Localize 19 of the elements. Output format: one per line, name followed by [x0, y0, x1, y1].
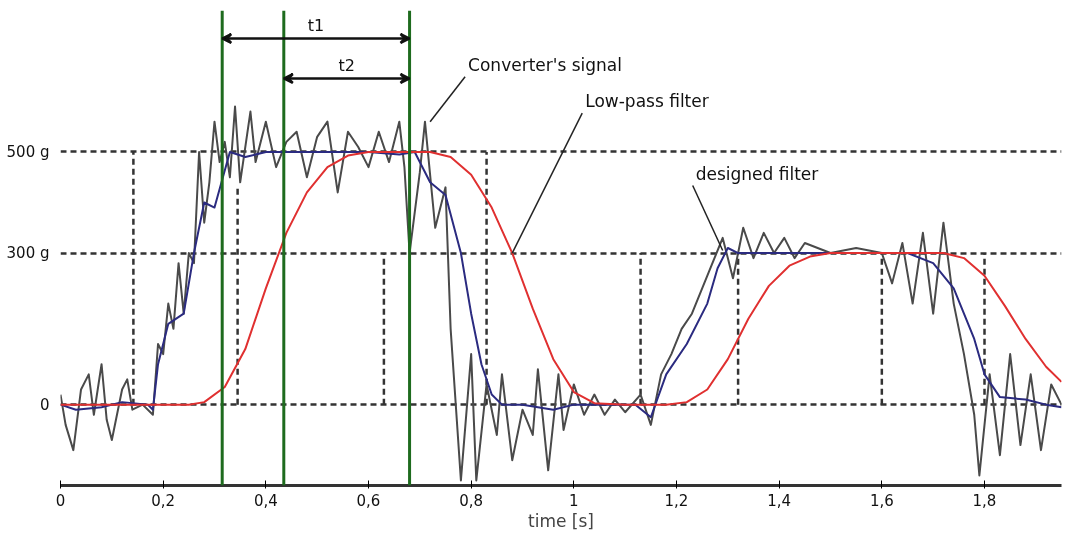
x-axis-title: time [s] — [528, 510, 594, 531]
x-tick-label: 1,8 — [972, 491, 997, 510]
y-tick-label: 300 g — [6, 244, 50, 263]
x-tick-label: 0 — [55, 491, 66, 510]
annotation: designed filter — [695, 163, 819, 184]
x-tick-label: 0,8 — [459, 491, 484, 510]
annotation: t1 — [307, 15, 325, 35]
x-tick-label: 0,6 — [356, 491, 381, 510]
y-tick-label: 0 — [39, 395, 50, 414]
y-tick-label: 500 g — [6, 142, 50, 161]
x-tick-label: 0,4 — [253, 491, 278, 510]
x-tick-label: 1 — [569, 491, 579, 510]
annotation: t2 — [338, 55, 355, 75]
x-tick-label: 0,2 — [151, 491, 176, 510]
x-tick-label: 1,4 — [767, 491, 792, 510]
x-tick-label: 1,6 — [869, 491, 894, 510]
annotation: Converter's signal — [468, 54, 622, 75]
annotation: Low-pass filter — [585, 91, 709, 112]
x-tick-label: 1,2 — [664, 491, 689, 510]
